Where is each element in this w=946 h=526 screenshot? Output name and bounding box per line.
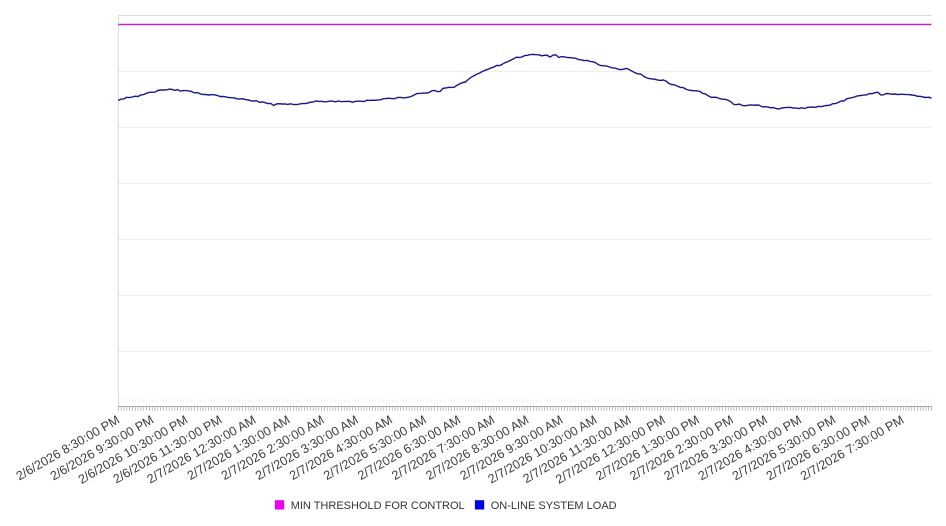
svg-text:ON-LINE SYSTEM LOAD: ON-LINE SYSTEM LOAD [491,500,617,512]
svg-text:MIN THRESHOLD FOR CONTROL: MIN THRESHOLD FOR CONTROL [291,500,465,512]
